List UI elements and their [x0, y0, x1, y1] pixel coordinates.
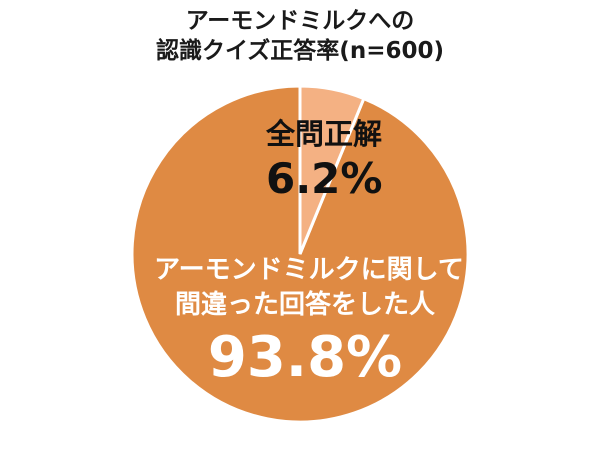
slice-label-incorrect-name-line1: アーモンドミルクに関して	[154, 255, 464, 285]
chart-title-line1: アーモンドミルクへの	[185, 8, 415, 34]
slice-label-incorrect-name-line2: 間違った回答をした人	[174, 290, 435, 320]
pie-slice-correct	[298, 84, 366, 255]
slice-label-correct-name: 全問正解	[266, 117, 383, 151]
slice-label-correct-value: 6.2%	[266, 154, 383, 203]
slice-label-incorrect-value: 93.8%	[207, 325, 403, 390]
chart-title-line2: 認識クイズ正答率(n=600)	[156, 38, 444, 64]
